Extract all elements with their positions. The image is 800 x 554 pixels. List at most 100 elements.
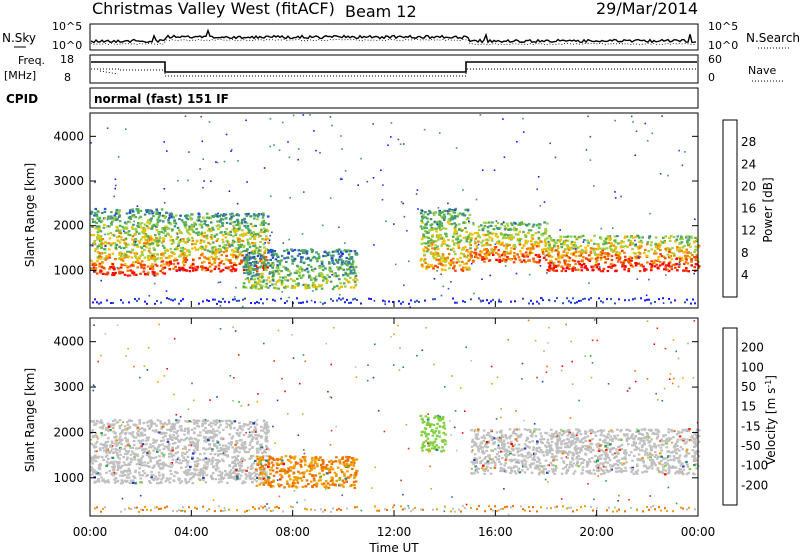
heatmap-cell [181,246,184,249]
heatmap-cell [258,275,261,278]
heatmap-cell [440,228,443,231]
heatmap-cell [195,438,198,441]
heatmap-cell [335,275,339,278]
heatmap-cell [114,477,118,480]
heatmap-cell [150,227,153,230]
heatmap-cell [202,466,206,469]
heatmap-cell [672,252,676,255]
heatmap-cell [251,235,254,238]
heatmap-cell [564,239,568,242]
heatmap-cell [204,468,208,471]
heatmap-cell [242,265,246,268]
heatmap-cell [456,235,459,238]
heatmap-cell [194,446,198,450]
heatmap-cell [307,482,310,486]
heatmap-cell [200,234,204,237]
heatmap-cell [355,469,358,472]
heatmap-cell [496,241,499,244]
heatmap-cell [425,230,429,234]
heatmap-cell [102,266,105,269]
heatmap-cell [440,237,443,240]
heatmap-cell [570,252,573,255]
heatmap-cell [172,263,176,266]
heatmap-cell [272,269,275,272]
heatmap-cell [333,250,337,253]
heatmap-cell [238,234,242,237]
heatmap-cell [497,253,500,256]
heatmap-cell [433,248,437,251]
heatmap-cell [234,268,238,271]
heatmap-cell [327,261,331,264]
heatmap-cell [245,475,249,478]
heatmap-cell [440,256,443,259]
heatmap-cell [170,255,173,258]
heatmap-cell [274,287,278,290]
heatmap-cell [100,252,104,255]
heatmap-cell [184,478,187,481]
heatmap-cell [470,236,473,240]
heatmap-cell [639,239,643,242]
heatmap-cell [273,250,277,253]
heatmap-cell [296,265,300,268]
heatmap-cell [500,260,503,263]
heatmap-cell [542,256,546,259]
heatmap-cell [126,269,130,272]
heatmap-cell [634,252,637,255]
heatmap-cell [674,240,677,243]
heatmap-cell [210,229,213,232]
heatmap-cell [90,212,93,215]
heatmap-cell [195,228,198,231]
heatmap-cell [351,260,355,263]
heatmap-cell [223,214,227,217]
heatmap-cell [107,215,110,218]
heatmap-cell [524,241,527,244]
heatmap-cell [207,431,211,434]
heatmap-cell [253,421,257,424]
heatmap-cell [214,467,218,470]
heatmap-cell [604,238,608,241]
heatmap-cell [184,221,188,224]
heatmap-cell [104,258,107,261]
heatmap-cell [225,258,228,261]
heatmap-cell [208,262,211,265]
heatmap-cell [269,145,272,148]
heatmap-cell [128,221,132,224]
heatmap-cell [206,249,210,252]
heatmap-cell [666,268,670,271]
heatmap-cell [571,267,574,270]
heatmap-cell [284,302,286,304]
heatmap-cell [98,238,102,241]
heatmap-cell [182,240,186,243]
heatmap-cell [455,238,458,241]
heatmap-cell [339,294,341,296]
heatmap-cell [223,231,227,234]
heatmap-cell [184,480,187,483]
heatmap-cell [465,240,469,243]
heatmap-cell [232,298,234,301]
heatmap-cell [636,234,639,237]
heatmap-cell [668,236,671,239]
heatmap-cell [178,218,181,221]
heatmap-cell [151,270,155,273]
heatmap-cell [192,269,195,272]
noise-sky-series [90,28,697,44]
heatmap-cell [345,279,349,282]
heatmap-cell [149,419,153,422]
heatmap-cell [345,263,348,266]
heatmap-cell [271,485,275,488]
heatmap-cell [547,262,551,265]
heatmap-cell [216,429,219,432]
heatmap-cell [191,229,194,232]
heatmap-cell [153,441,157,444]
heatmap-cell [678,256,681,259]
heatmap-cell [551,247,554,250]
heatmap-cell [178,240,181,243]
heatmap-cell [353,250,357,253]
heatmap-cell [149,267,152,270]
heatmap-cell [136,433,140,436]
heatmap-cell [243,442,247,445]
heatmap-cell [531,245,535,248]
heatmap-cell [283,249,286,253]
heatmap-cell [580,269,584,272]
heatmap-cell [91,473,94,476]
